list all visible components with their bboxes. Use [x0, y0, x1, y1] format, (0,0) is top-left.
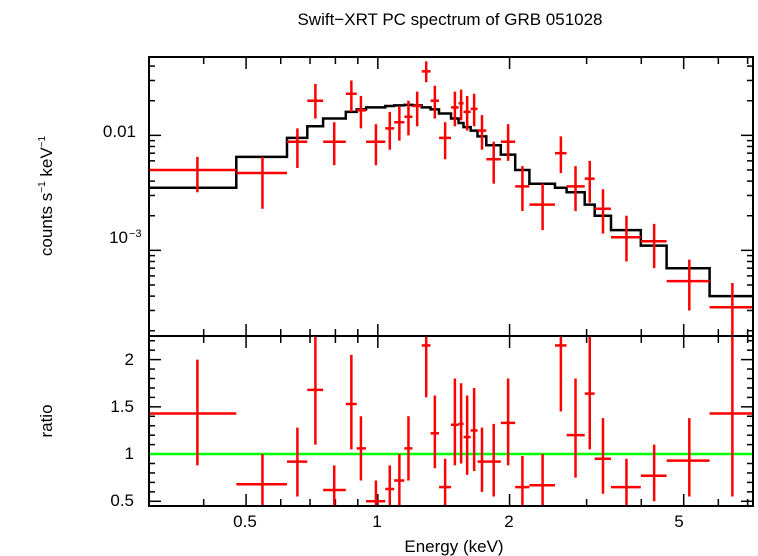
data-point: [236, 156, 287, 209]
ratio-point: [430, 395, 440, 469]
ratio-point: [500, 378, 516, 466]
bottom-panel-frame: [148, 335, 754, 507]
bottom-panel-ticks: [148, 336, 753, 506]
bottom-ytick-label-1: 1: [125, 444, 134, 463]
data-point: [394, 105, 405, 141]
xtick-label-0.5: 0.5: [233, 512, 257, 531]
bottom-ytick-label-0.5: 0.5: [110, 491, 134, 510]
model-step-group: [149, 103, 753, 298]
data-point: [421, 61, 431, 83]
data-point: [149, 156, 237, 193]
data-point: [584, 160, 595, 203]
ratio-point: [345, 354, 357, 450]
top-panel-ticks: [148, 57, 753, 336]
data-point: [529, 183, 555, 231]
data-point: [356, 95, 367, 129]
ratio-point: [566, 378, 585, 478]
ratio-point: [640, 444, 667, 502]
top-ylabel-sup2: −1: [37, 135, 48, 147]
ratio-point: [385, 465, 395, 506]
data-point: [610, 215, 641, 262]
ratio-data-points: [149, 336, 753, 506]
data-point: [566, 166, 585, 211]
ratio-point: [529, 454, 555, 506]
ratio-point: [477, 427, 487, 492]
ratio-point: [515, 455, 530, 506]
data-point: [666, 259, 710, 311]
ratio-point: [236, 454, 287, 506]
top-panel-frame: [148, 56, 754, 337]
ratio-point: [323, 465, 346, 506]
ratio-point: [286, 427, 308, 497]
ratio-point: [394, 454, 405, 506]
xtick-label-2: 2: [504, 512, 513, 531]
ratio-point: [421, 336, 431, 398]
data-point: [366, 124, 386, 166]
top-ylabel-mid: keV: [37, 147, 56, 182]
ratio-point: [709, 336, 753, 497]
data-point: [385, 111, 395, 150]
ratio-point: [666, 418, 710, 497]
top-ylabel-sup1: −1: [37, 181, 48, 193]
data-point: [640, 223, 667, 269]
ratio-point: [356, 416, 367, 481]
chart-title: Swift−XRT PC spectrum of GRB 051028: [297, 10, 602, 29]
data-point: [500, 124, 516, 161]
data-point: [345, 80, 357, 112]
ratio-point: [451, 378, 459, 466]
top-data-points: [149, 61, 753, 336]
ratio-point: [470, 387, 478, 472]
data-point: [412, 91, 422, 127]
bottom-ytick-label-1.5: 1.5: [110, 397, 134, 416]
ratio-point: [404, 416, 413, 481]
data-point: [709, 283, 753, 336]
ratio-point: [584, 336, 595, 450]
bottom-ylabel: ratio: [37, 404, 56, 437]
data-point: [430, 85, 440, 119]
bottom-ytick-label-2: 2: [125, 350, 134, 369]
data-point: [286, 128, 308, 169]
xtick-label-1: 1: [372, 512, 381, 531]
top-ytick-label-1e-3: 10: [109, 228, 128, 247]
data-point: [439, 122, 452, 160]
top-ytick-label-1e-3-base: 10: [109, 228, 128, 247]
data-point: [554, 136, 567, 174]
top-ytick-label-0.01: 0.01: [103, 122, 136, 141]
ratio-point: [594, 418, 611, 494]
ratio-point: [439, 458, 452, 506]
top-ylabel: counts s−1 keV−1: [37, 135, 56, 256]
x-axis-label: Energy (keV): [404, 537, 503, 556]
top-ylabel-main: counts s: [37, 193, 56, 256]
ratio-point: [486, 423, 501, 497]
data-point: [307, 83, 324, 119]
model-step-line: [149, 103, 753, 298]
data-point: [594, 189, 611, 234]
top-ytick-label-1e-3-sup: −3: [129, 228, 142, 240]
ratio-point: [610, 458, 641, 506]
data-point: [458, 89, 464, 121]
data-point: [477, 115, 487, 150]
ratio-point: [149, 359, 237, 466]
xtick-label-5: 5: [674, 512, 683, 531]
data-point: [515, 166, 530, 211]
data-point: [470, 93, 478, 127]
ratio-point: [307, 336, 324, 445]
data-point: [486, 141, 501, 184]
ratio-point: [463, 395, 471, 475]
data-point: [463, 95, 471, 131]
data-point: [404, 100, 413, 136]
data-point: [451, 91, 459, 127]
data-point: [323, 122, 346, 166]
ratio-point: [554, 336, 567, 412]
ratio-point: [366, 480, 386, 506]
ratio-point: [458, 383, 464, 464]
